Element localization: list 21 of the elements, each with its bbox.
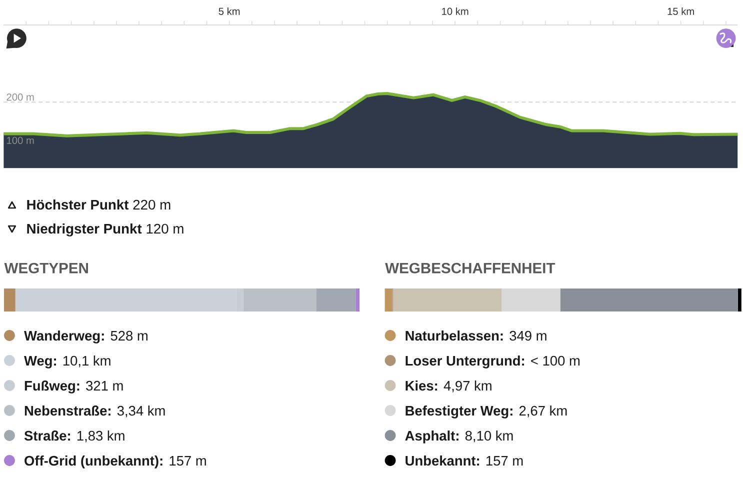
legend-label: Off-Grid (unbekannt): 157 m <box>24 456 206 468</box>
legend-label: Weg: 10,1 km <box>24 356 110 368</box>
x-tick-label: 15 km <box>668 8 694 15</box>
legend-label: Nebenstraße: 3,34 km <box>24 406 165 418</box>
legend-label: Asphalt: 8,10 km <box>405 430 513 444</box>
x-tick-label: 10 km <box>442 8 468 15</box>
legend-label: Kies: 4,97 km <box>406 380 492 392</box>
legend-label: Straße: 1,83 km <box>24 430 124 442</box>
text: Niedrigster Punkt 120 m <box>27 223 184 236</box>
legend-label: Naturbelassen: 349 m <box>406 330 546 341</box>
text: Höchster Punkt 220 m <box>27 199 170 210</box>
legend-label: Unbekannt: 157 m <box>406 456 523 466</box>
chart-title: WEGTYPEN <box>4 262 88 274</box>
y-tick-label: 200 m <box>6 93 34 101</box>
x-tick-label: 5 km <box>218 8 240 15</box>
y-tick-label: 100 m <box>7 136 34 144</box>
legend-label: Befestigter Weg: 2,67 km <box>406 406 567 418</box>
legend-label: Loser Untergrund: < 100 m <box>406 356 580 368</box>
chart-title: WEGBESCHAFFENHEIT <box>385 262 556 274</box>
legend-label: Fußweg: 321 m <box>24 380 123 394</box>
legend-label: Wanderweg: 528 m <box>24 330 148 344</box>
